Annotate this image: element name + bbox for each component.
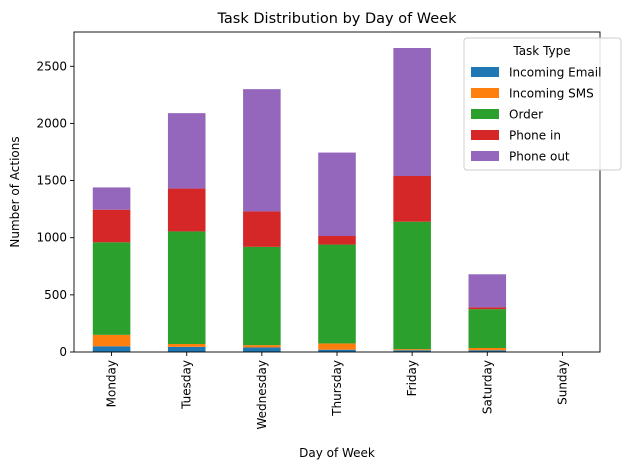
bar-friday-series-4 (393, 48, 431, 176)
y-tick-label: 2500 (36, 59, 67, 73)
bar-monday-series-2 (92, 242, 131, 335)
bar-saturday-series-4 (468, 274, 507, 308)
bar-wednesday-series-3 (243, 211, 281, 247)
bar-tuesday-series-3 (167, 188, 206, 232)
bars-layer (92, 48, 507, 352)
legend-swatch (471, 67, 499, 77)
bar-thursday-series-3 (318, 236, 356, 245)
bar-wednesday-series-2 (243, 246, 281, 346)
legend-label: Order (509, 108, 543, 122)
x-axis: Monday Tuesday Wednesday Thursday Friday Satu… (105, 352, 569, 429)
bar-saturday-series-0 (468, 350, 507, 352)
bar-thursday-series-4 (318, 152, 356, 236)
legend: Task Type Incoming Email Incoming SMS Orde… (463, 37, 622, 171)
legend-title: Task Type (512, 44, 570, 58)
x-tick-label-saturday: Saturday (480, 360, 494, 414)
x-axis-label: Day of Week (299, 446, 375, 460)
bar-saturday-series-3 (468, 307, 507, 310)
x-tick-label-friday: Friday (405, 360, 419, 396)
x-tick-label-thursday: Thursday (330, 360, 344, 417)
bar-saturday-series-2 (468, 309, 507, 348)
bar-friday-series-2 (393, 221, 431, 350)
y-tick-label: 1500 (36, 174, 67, 188)
legend-label: Phone in (509, 129, 561, 143)
bar-thursday-series-1 (318, 343, 356, 350)
bar-monday-series-0 (92, 346, 131, 352)
bar-friday-series-0 (393, 350, 431, 352)
bar-thursday-series-2 (318, 244, 356, 344)
legend-swatch (471, 130, 499, 140)
bar-tuesday-series-4 (167, 113, 206, 189)
bar-monday-series-1 (92, 334, 131, 347)
bar-monday-series-3 (92, 209, 131, 243)
legend-swatch (471, 88, 499, 98)
bar-tuesday-series-1 (167, 344, 206, 347)
bar-friday-series-3 (393, 176, 431, 222)
x-tick-label-wednesday: Wednesday (255, 360, 269, 429)
y-tick-label: 2000 (36, 116, 67, 130)
bar-monday-series-4 (92, 187, 131, 210)
legend-box (463, 37, 622, 171)
bar-saturday-series-1 (468, 348, 507, 351)
bar-tuesday-series-0 (167, 346, 206, 352)
x-tick-label-monday: Monday (105, 360, 119, 407)
legend-swatch (471, 109, 499, 119)
legend-label: Incoming Email (509, 66, 601, 80)
y-tick-label: 500 (44, 288, 67, 302)
y-tick-label: 0 (59, 345, 67, 359)
chart-title: Task Distribution by Day of Week (216, 11, 457, 27)
legend-label: Phone out (509, 150, 570, 164)
bar-wednesday-series-1 (243, 345, 281, 348)
legend-swatch (471, 151, 499, 161)
legend-label: Incoming SMS (509, 87, 594, 101)
y-tick-label: 1000 (36, 231, 67, 245)
bar-wednesday-series-0 (243, 347, 281, 352)
x-tick-label-tuesday: Tuesday (180, 360, 194, 410)
bar-thursday-series-0 (318, 349, 356, 352)
bar-friday-series-1 (393, 349, 431, 351)
y-axis: 0 500 1000 1500 2000 2500 (36, 59, 74, 359)
bar-tuesday-series-2 (167, 231, 206, 344)
bar-wednesday-series-4 (243, 89, 281, 212)
x-tick-label-sunday: Sunday (555, 360, 569, 405)
y-axis-label: Number of Actions (8, 136, 22, 247)
